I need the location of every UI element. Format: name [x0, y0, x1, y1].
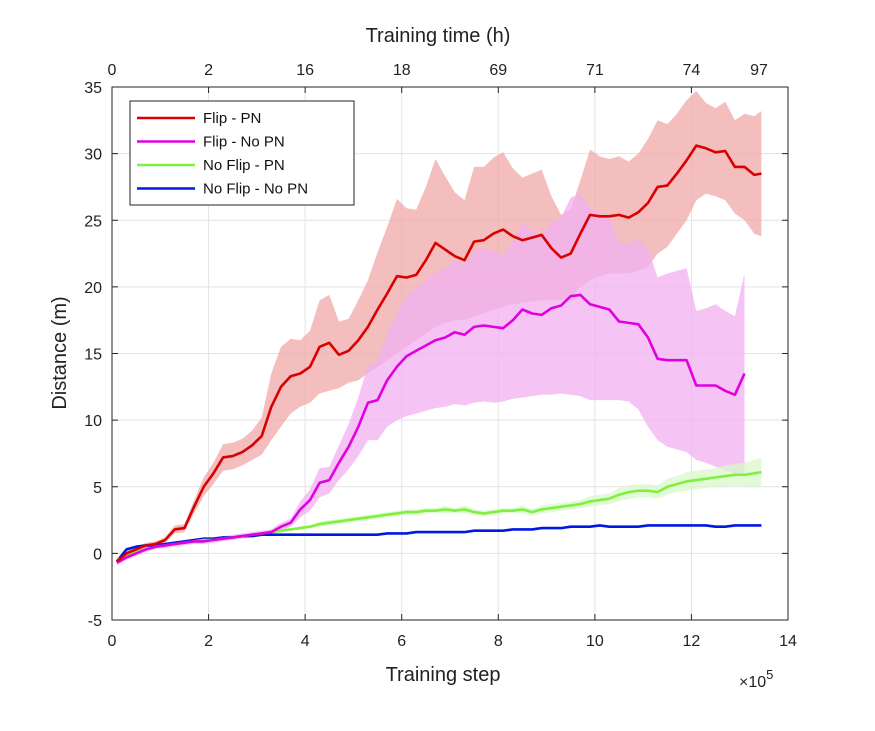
legend-label: No Flip - No PN [203, 181, 308, 198]
legend-label: Flip - No PN [203, 134, 285, 151]
y-tick-label: 10 [84, 413, 102, 430]
top-tick-label: 74 [683, 62, 701, 79]
y-tick-label: 0 [93, 546, 102, 563]
top-tick-label: 69 [489, 62, 507, 79]
y-tick-label: 5 [93, 480, 102, 497]
x-tick-label: 10 [586, 633, 604, 650]
series-lines [115, 144, 762, 564]
top-tick-label: 16 [296, 62, 314, 79]
y-tick-label: -5 [88, 613, 102, 630]
top-tick-label: 71 [586, 62, 604, 79]
line-flip-pn [115, 144, 762, 563]
x-tick-label: 4 [301, 633, 310, 650]
x-tick-label: 8 [494, 633, 503, 650]
y-tick-label: 25 [84, 213, 102, 230]
x-axis-multiplier: ×105 [739, 667, 773, 691]
axis-ticks: 0 2 4 6 8 10 12 14 -5 0 5 10 15 20 25 30 35 0 2 16 18 69 71 74 9… [84, 62, 797, 650]
y-tick-label: 15 [84, 347, 102, 364]
band-flip-no-pn [116, 193, 745, 566]
line-flip-no-pn [116, 293, 746, 564]
x-multiplier-base: ×10 [739, 674, 766, 691]
x-tick-label: 0 [108, 633, 117, 650]
y-axis-label: Distance (m) [49, 296, 71, 409]
band-flip-pn [116, 91, 762, 564]
x-tick-label: 12 [683, 633, 701, 650]
x-axis-label: Training step [386, 664, 501, 686]
x-tick-label: 2 [204, 633, 213, 650]
top-tick-label: 0 [108, 62, 117, 79]
top-axis-label: Training time (h) [366, 25, 511, 47]
top-tick-label: 18 [393, 62, 411, 79]
y-tick-label: 30 [84, 147, 102, 164]
top-tick-label: 2 [204, 62, 213, 79]
top-tick-label: 97 [750, 62, 768, 79]
y-tick-label: 35 [84, 80, 102, 97]
legend: Flip - PN Flip - No PN No Flip - PN No Flip… [129, 100, 355, 206]
legend-label: No Flip - PN [203, 157, 285, 174]
x-tick-label: 14 [779, 633, 797, 650]
x-tick-label: 6 [397, 633, 406, 650]
legend-label: Flip - PN [203, 110, 261, 127]
y-tick-label: 20 [84, 280, 102, 297]
x-multiplier-exponent: 5 [766, 667, 773, 682]
